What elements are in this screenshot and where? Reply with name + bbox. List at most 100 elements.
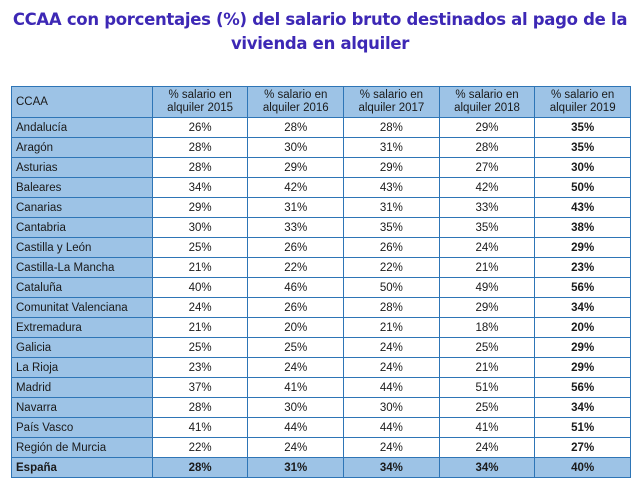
percentage-cell: 43% <box>343 177 440 198</box>
region-name: Madrid <box>11 377 153 398</box>
column-header-line: % salario en <box>168 89 232 101</box>
column-header-line: CCAA <box>16 95 48 108</box>
table-row: Comunitat Valenciana 24% 26% 28% 29% 34% <box>11 297 631 318</box>
percentage-cell: 26% <box>247 237 345 258</box>
percentage-cell: 35% <box>438 217 536 238</box>
percentage-cell: 28% <box>438 137 536 158</box>
column-header-ccaa: CCAA <box>11 86 153 118</box>
percentage-cell: 23% <box>534 257 631 278</box>
region-name: Navarra <box>11 397 153 418</box>
region-name: España <box>11 457 153 478</box>
percentage-cell: 35% <box>534 117 631 138</box>
rent-salary-table: CCAA% salario en alquiler 2015% salario e… <box>11 86 631 478</box>
percentage-cell: 34% <box>343 457 440 478</box>
percentage-cell: 22% <box>247 257 345 278</box>
table-row: Canarias 29% 31% 31% 33% 43% <box>11 197 631 218</box>
percentage-cell: 30% <box>247 137 345 158</box>
percentage-cell: 24% <box>343 437 440 458</box>
percentage-cell: 20% <box>247 317 345 338</box>
percentage-cell: 56% <box>534 377 631 398</box>
percentage-cell: 56% <box>534 277 631 298</box>
column-header-line: alquiler 2019 <box>549 102 616 114</box>
percentage-cell: 21% <box>151 257 249 278</box>
percentage-cell: 30% <box>343 397 440 418</box>
column-header-line: alquiler 2016 <box>262 102 329 114</box>
column-header-line: % salario en <box>455 89 519 101</box>
percentage-cell: 23% <box>151 357 249 378</box>
page-title: CCAA con porcentajes (%) del salario bru… <box>0 8 640 56</box>
region-name: Galicia <box>11 337 153 358</box>
table-row: Navarra 28% 30% 30% 25% 34% <box>11 397 631 418</box>
percentage-cell: 27% <box>534 437 631 458</box>
percentage-cell: 24% <box>247 437 345 458</box>
percentage-cell: 50% <box>343 277 440 298</box>
percentage-cell: 30% <box>247 397 345 418</box>
region-name: Castilla-La Mancha <box>11 257 153 278</box>
region-name: Región de Murcia <box>11 437 153 458</box>
percentage-cell: 40% <box>151 277 249 298</box>
header-row: CCAA% salario en alquiler 2015% salario e… <box>11 86 631 118</box>
table-row: Cataluña 40% 46% 50% 49% 56% <box>11 277 631 298</box>
percentage-cell: 35% <box>534 137 631 158</box>
percentage-cell: 46% <box>247 277 345 298</box>
percentage-cell: 29% <box>151 197 249 218</box>
percentage-cell: 37% <box>151 377 249 398</box>
percentage-cell: 35% <box>343 217 440 238</box>
percentage-cell: 31% <box>247 197 345 218</box>
percentage-cell: 21% <box>438 357 536 378</box>
percentage-cell: 29% <box>438 117 536 138</box>
percentage-cell: 33% <box>247 217 345 238</box>
percentage-cell: 40% <box>534 457 631 478</box>
column-header-line: % salario en <box>264 89 328 101</box>
percentage-cell: 44% <box>247 417 345 438</box>
region-name: La Rioja <box>11 357 153 378</box>
table-row: Asturias 28% 29% 29% 27% 30% <box>11 157 631 178</box>
percentage-cell: 20% <box>534 317 631 338</box>
percentage-cell: 28% <box>151 457 249 478</box>
percentage-cell: 22% <box>343 257 440 278</box>
column-header-2016: % salario en alquiler 2016 <box>247 86 345 118</box>
percentage-cell: 25% <box>247 337 345 358</box>
percentage-cell: 24% <box>438 437 536 458</box>
percentage-cell: 21% <box>343 317 440 338</box>
percentage-cell: 24% <box>343 357 440 378</box>
column-header-2015: % salario en alquiler 2015 <box>151 86 249 118</box>
percentage-cell: 26% <box>247 297 345 318</box>
percentage-cell: 24% <box>438 237 536 258</box>
region-name: Aragón <box>11 137 153 158</box>
percentage-cell: 29% <box>247 157 345 178</box>
column-header-line: alquiler 2015 <box>167 102 234 114</box>
region-name: Cataluña <box>11 277 153 298</box>
percentage-cell: 42% <box>438 177 536 198</box>
percentage-cell: 51% <box>534 417 631 438</box>
percentage-cell: 21% <box>151 317 249 338</box>
percentage-cell: 25% <box>438 397 536 418</box>
table-row: Región de Murcia 22% 24% 24% 24% 27% <box>11 437 631 458</box>
table-row: La Rioja 23% 24% 24% 21% 29% <box>11 357 631 378</box>
percentage-cell: 34% <box>534 297 631 318</box>
table-row: Madrid 37% 41% 44% 51% 56% <box>11 377 631 398</box>
percentage-cell: 44% <box>343 417 440 438</box>
percentage-cell: 25% <box>151 237 249 258</box>
percentage-cell: 34% <box>438 457 536 478</box>
percentage-cell: 31% <box>247 457 345 478</box>
region-name: Andalucía <box>11 117 153 138</box>
percentage-cell: 51% <box>438 377 536 398</box>
percentage-cell: 31% <box>343 197 440 218</box>
percentage-cell: 31% <box>343 137 440 158</box>
column-header-line: % salario en <box>551 89 615 101</box>
percentage-cell: 30% <box>151 217 249 238</box>
percentage-cell: 22% <box>151 437 249 458</box>
percentage-cell: 27% <box>438 157 536 178</box>
table-row: Extremadura 21% 20% 21% 18% 20% <box>11 317 631 338</box>
percentage-cell: 41% <box>247 377 345 398</box>
percentage-cell: 41% <box>151 417 249 438</box>
percentage-cell: 21% <box>438 257 536 278</box>
table-row: Aragón 28% 30% 31% 28% 35% <box>11 137 631 158</box>
region-name: Asturias <box>11 157 153 178</box>
table-body: Andalucía 26% 28% 28% 29% 35% Aragón 28% 30% 31% 2… <box>11 117 631 478</box>
table-row: Cantabria 30% 33% 35% 35% 38% <box>11 217 631 238</box>
percentage-cell: 42% <box>247 177 345 198</box>
percentage-cell: 28% <box>151 397 249 418</box>
percentage-cell: 50% <box>534 177 631 198</box>
